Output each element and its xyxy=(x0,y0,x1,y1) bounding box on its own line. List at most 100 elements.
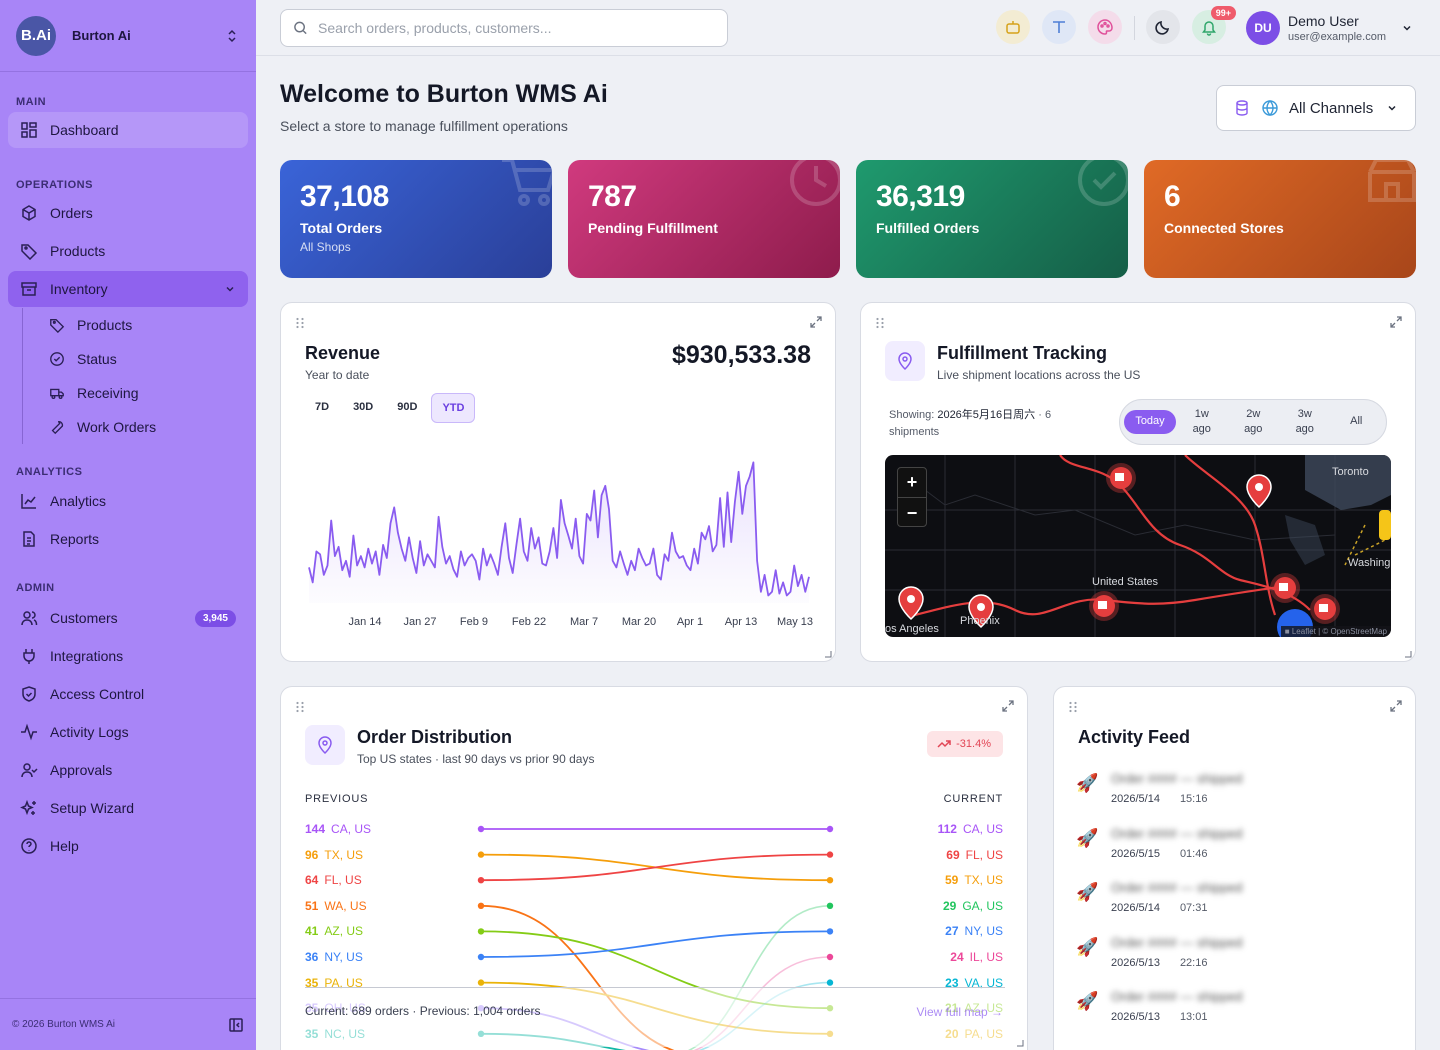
view-full-map-link[interactable]: View full map → xyxy=(916,1005,1003,1019)
activity-text: Order #### — shipped xyxy=(1111,771,1243,786)
sidebar-subitem-receiving[interactable]: Receiving xyxy=(23,376,256,410)
sidebar-item-inventory[interactable]: Inventory xyxy=(8,271,248,307)
rocket-icon: 🚀 xyxy=(1076,773,1099,793)
sidebar-subitem-label: Receiving xyxy=(77,385,139,401)
range-7d-button[interactable]: 7D xyxy=(315,401,330,413)
sidebar-item-label: Inventory xyxy=(50,281,108,297)
bot-button[interactable] xyxy=(996,10,1030,44)
sidebar-item-dashboard[interactable]: Dashboard xyxy=(8,112,248,148)
sidebar-item-help[interactable]: Help xyxy=(8,828,248,864)
range-30d-button[interactable]: 30D xyxy=(353,401,374,413)
sidebar-subitem-products[interactable]: Products xyxy=(23,308,256,342)
map-pin-marker[interactable] xyxy=(898,586,924,621)
previous-rank-row[interactable]: 35 PA, US xyxy=(305,975,363,990)
drag-handle-icon[interactable] xyxy=(875,317,885,329)
sidebar-item-orders[interactable]: Orders xyxy=(8,195,248,231)
sidebar-item-activity-logs[interactable]: Activity Logs xyxy=(8,714,248,750)
stat-card-total-orders[interactable]: 37,108 Total Orders All Shops xyxy=(280,160,552,278)
previous-rank-row[interactable]: 36 NY, US xyxy=(305,950,363,964)
current-rank-row[interactable]: 112 CA, US xyxy=(937,822,1003,836)
map-label-united-states: United States xyxy=(1092,576,1159,588)
x-tick-label: Mar 7 xyxy=(570,616,598,628)
current-rank-row[interactable]: 69 FL, US xyxy=(946,847,1003,862)
map-marker-truck[interactable] xyxy=(1106,463,1136,493)
help-circle-icon xyxy=(21,838,37,854)
section-label-admin: ADMIN xyxy=(16,582,55,594)
header-divider xyxy=(1134,16,1135,40)
previous-rank-row[interactable]: 64 FL, US xyxy=(305,873,362,888)
current-rank-row[interactable]: 23 VA, US xyxy=(945,975,1003,990)
drag-handle-icon[interactable] xyxy=(1068,701,1078,713)
zoom-out-button[interactable]: − xyxy=(906,502,918,523)
map-pin-icon xyxy=(318,736,332,755)
period-1w-button[interactable]: 1w ago xyxy=(1192,407,1211,435)
previous-rank-row[interactable]: 96 TX, US xyxy=(305,847,364,862)
map-marker-truck[interactable] xyxy=(1270,573,1300,603)
search-input[interactable] xyxy=(318,20,715,36)
previous-rank-row[interactable]: 51 WA, US xyxy=(305,898,367,913)
current-rank-row[interactable]: 29 GA, US xyxy=(942,898,1003,913)
sidebar-item-products[interactable]: Products xyxy=(8,233,248,269)
sidebar-item-setup-wizard[interactable]: Setup Wizard xyxy=(8,790,248,826)
resize-handle-icon[interactable] xyxy=(1016,1039,1024,1047)
sidebar-item-access-control[interactable]: Access Control xyxy=(8,676,248,712)
map-marker-truck[interactable] xyxy=(1089,591,1119,621)
current-rank-row[interactable]: 27 NY, US xyxy=(945,924,1003,939)
sidebar-item-analytics[interactable]: Analytics xyxy=(8,483,248,519)
expand-icon[interactable] xyxy=(1389,315,1403,329)
stat-card-connected-stores[interactable]: 6 Connected Stores xyxy=(1144,160,1416,278)
resize-handle-icon[interactable] xyxy=(824,650,832,658)
database-icon xyxy=(1236,100,1248,116)
font-button[interactable] xyxy=(1042,10,1076,44)
sidebar-item-integrations[interactable]: Integrations xyxy=(8,638,248,674)
activity-meta: 2026/5/14 07:31 xyxy=(1111,902,1208,914)
expand-icon[interactable] xyxy=(1389,699,1403,713)
notifications-button[interactable]: 99+ xyxy=(1192,6,1236,44)
drag-handle-icon[interactable] xyxy=(295,317,305,329)
drag-handle-icon[interactable] xyxy=(295,701,305,713)
map-marker-truck[interactable] xyxy=(1310,594,1340,624)
period-all-button[interactable]: All xyxy=(1350,415,1363,428)
map-marker-yellow[interactable] xyxy=(1379,510,1391,540)
search-box[interactable] xyxy=(280,9,728,47)
zoom-in-button[interactable]: + xyxy=(898,468,926,498)
user-menu[interactable]: DU Demo User user@example.com xyxy=(1246,11,1414,45)
dark-mode-toggle[interactable] xyxy=(1146,10,1180,44)
sidebar-subitem-work-orders[interactable]: Work Orders xyxy=(23,410,256,444)
channel-select[interactable]: All Channels xyxy=(1216,85,1416,131)
store-icon xyxy=(1368,160,1416,202)
sidebar-collapse-icon[interactable] xyxy=(228,1017,244,1033)
range-selector: 7D 30D 90D YTD xyxy=(305,393,476,423)
period-3w-button[interactable]: 3w ago xyxy=(1295,407,1314,435)
range-ytd-button[interactable]: YTD xyxy=(431,393,476,423)
sidebar-footer: © 2026 Burton WMS Ai xyxy=(0,998,256,1050)
brand-switcher[interactable]: B.Ai Burton Ai xyxy=(0,0,256,72)
theme-palette-button[interactable] xyxy=(1088,10,1122,44)
stat-card-pending-fulfillment[interactable]: 787 Pending Fulfillment xyxy=(568,160,840,278)
sidebar-item-approvals[interactable]: Approvals xyxy=(8,752,248,788)
chevron-down-icon xyxy=(226,286,234,292)
current-rank-row[interactable]: 59 TX, US xyxy=(944,873,1003,888)
customers-count-badge: 3,945 xyxy=(194,609,236,627)
expand-icon[interactable] xyxy=(1001,699,1015,713)
previous-rank-row[interactable]: 144 CA, US xyxy=(305,822,372,836)
stat-card-fulfilled-orders[interactable]: 36,319 Fulfilled Orders xyxy=(856,160,1128,278)
range-90d-button[interactable]: 90D xyxy=(397,401,418,413)
previous-rank-row[interactable]: 41 AZ, US xyxy=(305,924,364,939)
revenue-line xyxy=(308,461,810,597)
sidebar-subitem-status[interactable]: Status xyxy=(23,342,256,376)
map-pin-marker[interactable] xyxy=(968,594,994,629)
sidebar-item-reports[interactable]: Reports xyxy=(8,521,248,557)
sparkles-icon xyxy=(20,799,36,816)
map-pin-marker[interactable] xyxy=(1246,474,1272,509)
resize-handle-icon[interactable] xyxy=(1404,650,1412,658)
brand-logo: B.Ai xyxy=(16,15,56,56)
bump-point-current xyxy=(826,979,834,986)
period-2w-button[interactable]: 2w ago xyxy=(1244,407,1263,435)
sidebar-item-customers[interactable]: Customers 3,945 xyxy=(8,600,248,636)
expand-icon[interactable] xyxy=(809,315,823,329)
shipment-map[interactable]: + − Toronto United States Washing os Ang… xyxy=(885,455,1391,637)
period-today-button[interactable]: Today xyxy=(1124,410,1176,434)
current-rank-row[interactable]: 24 IL, US xyxy=(950,950,1003,964)
map-attribution[interactable]: ■ Leaflet | © OpenStreetMap xyxy=(1280,626,1391,637)
